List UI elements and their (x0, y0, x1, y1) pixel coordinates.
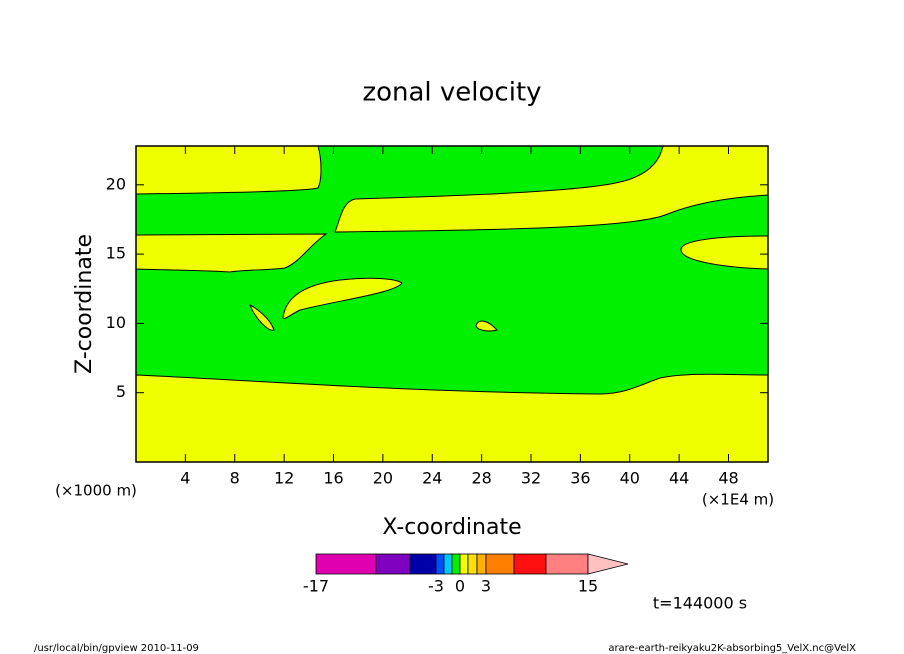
x-tick-label: 36 (570, 469, 590, 488)
colorbar-label: 0 (455, 577, 465, 596)
region (334, 145, 769, 233)
x-tick-label: 12 (274, 469, 294, 488)
plot-area (135, 145, 769, 463)
colorbar-label: 3 (481, 577, 491, 596)
colorbar-segment (451, 553, 461, 575)
colorbar-segment (545, 553, 589, 575)
x-axis-label: X-coordinate (382, 515, 521, 540)
y-axis-label: Z-coordinate (72, 234, 97, 374)
region (475, 320, 498, 332)
colorbar-segment (513, 553, 547, 575)
y-tick-label: 10 (106, 313, 126, 332)
y-tick-label: 20 (106, 174, 126, 193)
x-tick-label: 40 (620, 469, 640, 488)
x-tick-label: 8 (230, 469, 240, 488)
colorbar-segment (467, 553, 478, 575)
plot-frame (135, 145, 769, 463)
colorbar-label: 15 (578, 577, 598, 596)
colorbar-label: -17 (303, 577, 329, 596)
x-tick-label: 32 (521, 469, 541, 488)
region (282, 277, 403, 319)
colorbar-segment (459, 553, 469, 575)
colorbar-segment (443, 553, 453, 575)
colorbar-segment (476, 553, 487, 575)
colorbar-segment (315, 553, 377, 575)
colorbar-segment (375, 553, 411, 575)
time-label: t=144000 s (653, 594, 747, 613)
footer-left: /usr/local/bin/gpview 2010-11-09 (34, 643, 199, 654)
region (249, 303, 275, 331)
x-tick-label: 48 (718, 469, 738, 488)
colorbar-segment (409, 553, 437, 575)
y-tick-label: 5 (116, 382, 126, 401)
footer-right: arare-earth-reikyaku2K-absorbing5_VelX.n… (608, 643, 856, 654)
colorbar-extension (587, 553, 629, 575)
region (135, 145, 322, 195)
x-unit-label: (×1000 m) (55, 482, 137, 500)
x-scale-label: (×1E4 m) (702, 491, 774, 509)
chart-title: zonal velocity (362, 78, 541, 108)
colorbar-segment (485, 553, 515, 575)
region (135, 373, 769, 463)
y-tick-label: 15 (106, 244, 126, 263)
region (135, 233, 328, 273)
x-tick-label: 16 (323, 469, 343, 488)
colorbar-label: -3 (428, 577, 444, 596)
colorbar-segment (435, 553, 445, 575)
x-tick-label: 24 (422, 469, 442, 488)
x-tick-label: 4 (180, 469, 190, 488)
x-tick-label: 44 (669, 469, 689, 488)
x-tick-label: 28 (471, 469, 491, 488)
x-tick-label: 20 (373, 469, 393, 488)
region (680, 235, 769, 270)
